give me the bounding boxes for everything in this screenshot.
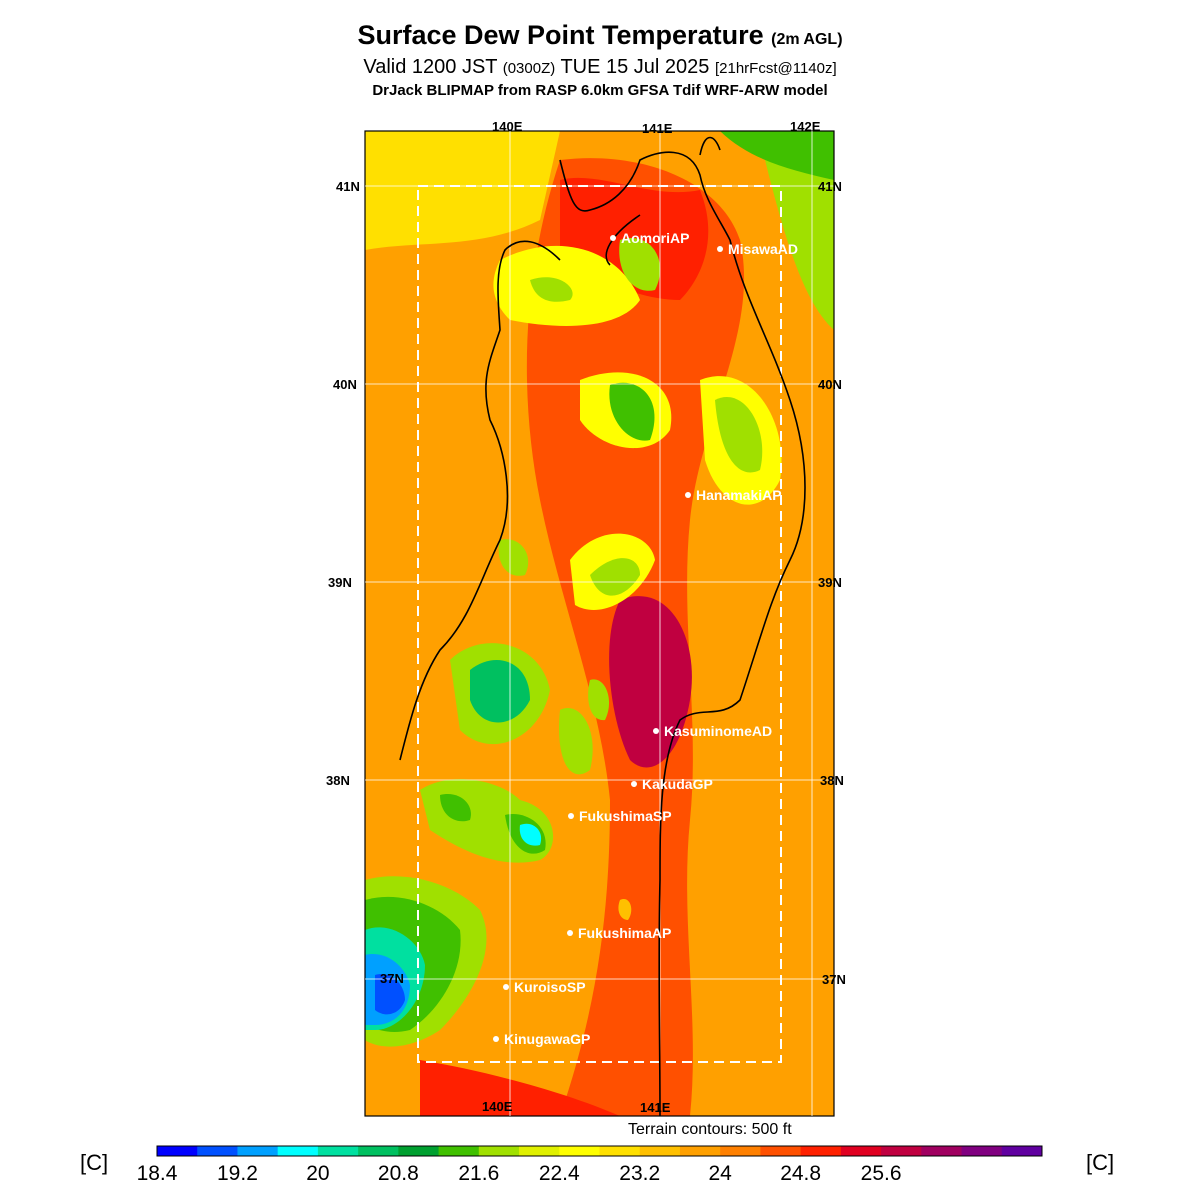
lat-label-39n-left: 39N xyxy=(328,575,352,590)
colorbar-tick-label: 25.6 xyxy=(861,1162,902,1185)
colorbar-swatch xyxy=(237,1146,279,1156)
terrain-contour-note: Terrain contours: 500 ft xyxy=(628,1121,792,1138)
station-label: KuroisoSP xyxy=(514,979,586,995)
chart-title: Surface Dew Point Temperature (2m AGL) xyxy=(0,20,1200,51)
colorbar-swatch xyxy=(317,1146,359,1156)
lat-label-39n-right: 39N xyxy=(818,575,842,590)
map-frame xyxy=(364,130,835,1117)
lat-labels-left: 41N 40N 39N 38N 37N xyxy=(326,179,404,986)
station-label: HanamakiAP xyxy=(696,487,782,503)
title-qualifier: (2m AGL) xyxy=(771,31,843,48)
station-label: AomoriAP xyxy=(621,230,689,246)
colorbar-swatch xyxy=(840,1146,882,1156)
station-label: KinugawaGP xyxy=(504,1031,590,1047)
station-label: FukushimaSP xyxy=(579,808,672,824)
dewpoint-field xyxy=(365,131,834,1116)
colorbar-swatch xyxy=(1001,1146,1043,1156)
model-line: DrJack BLIPMAP from RASP 6.0km GFSA Tdif… xyxy=(372,82,828,99)
lat-label-40n-right: 40N xyxy=(818,377,842,392)
valid-date: TUE 15 Jul 2025 xyxy=(560,56,710,78)
lon-label-141e-top: 141E xyxy=(642,121,673,136)
lon-label-141e-bottom: 141E xyxy=(640,1100,671,1115)
colorbar-swatch xyxy=(760,1146,802,1156)
station-marker xyxy=(631,781,637,787)
station-label: FukushimaAP xyxy=(578,925,671,941)
coastline xyxy=(399,136,806,1117)
lon-label-140e-top: 140E xyxy=(492,119,523,134)
station-label: KasuminomeAD xyxy=(664,723,772,739)
colorbar-swatch xyxy=(559,1146,600,1156)
colorbar-swatch xyxy=(800,1146,842,1156)
valid-time-line: Valid 1200 JST (0300Z) TUE 15 Jul 2025 [… xyxy=(0,56,1200,79)
colorbar-swatch xyxy=(639,1146,681,1156)
colorbar-swatch xyxy=(398,1146,440,1156)
lat-labels-right: 41N 40N 39N 38N 37N xyxy=(818,179,846,987)
valid-utc: (0300Z) xyxy=(502,60,556,77)
valid-prefix: Valid 1200 JST xyxy=(363,56,498,78)
colorbar-frame xyxy=(156,1145,1043,1157)
inner-domain-box xyxy=(417,185,782,1063)
station-marker xyxy=(653,728,659,734)
colorbar-tick-label: 20 xyxy=(306,1162,329,1185)
colorbar-swatch xyxy=(277,1146,319,1156)
station-label: KakudaGP xyxy=(642,776,713,792)
colorbar-tick-label: 22.4 xyxy=(539,1162,580,1185)
lon-labels-bottom: 140E 141E xyxy=(482,1099,671,1115)
colorbar-swatch xyxy=(921,1146,963,1156)
station-label: MisawaAD xyxy=(728,241,798,257)
colorbar-tick-label: 21.6 xyxy=(458,1162,499,1185)
colorbar-swatch xyxy=(961,1146,1003,1156)
lat-label-38n-left: 38N xyxy=(326,773,350,788)
colorbar-tick-label: 18.4 xyxy=(137,1162,178,1185)
colorbar-swatch xyxy=(478,1146,520,1156)
lon-label-142e-top: 142E xyxy=(790,119,821,134)
colorbar-swatch xyxy=(358,1146,399,1156)
lat-label-40n-left: 40N xyxy=(333,377,357,392)
station-marker xyxy=(503,984,509,990)
lat-label-41n-left: 41N xyxy=(336,179,360,194)
station-marker xyxy=(717,246,723,252)
lon-label-140e-bottom: 140E xyxy=(482,1099,513,1114)
colorbar-swatch xyxy=(679,1146,721,1156)
colorbar: 18.4 19.2 20 20.8 21.6 22.4 23.2 24 24.8 25.6 xyxy=(137,1145,1043,1185)
colorbar-swatch xyxy=(157,1146,198,1156)
colorbar-tick-label: 19.2 xyxy=(217,1162,258,1185)
lon-labels-top: 140E 141E 142E xyxy=(492,119,821,136)
colorbar-swatch xyxy=(720,1146,761,1156)
colorbar-tick-label: 23.2 xyxy=(619,1162,660,1185)
station-marker xyxy=(685,492,691,498)
lat-label-37n-left: 37N xyxy=(380,971,404,986)
station-marker xyxy=(610,235,616,241)
colorbar-tick-label: 20.8 xyxy=(378,1162,419,1185)
forecast-info: [21hrFcst@1140z] xyxy=(714,60,837,77)
colorbar-swatch xyxy=(599,1146,641,1156)
colorbar-swatch xyxy=(881,1146,922,1156)
colorbar-swatch xyxy=(438,1146,480,1156)
lat-label-38n-right: 38N xyxy=(820,773,844,788)
station-marker xyxy=(567,930,573,936)
stations: AomoriAP MisawaAD HanamakiAP KasuminomeA… xyxy=(493,230,798,1047)
colorbar-tick-label: 24 xyxy=(709,1162,733,1185)
station-marker xyxy=(493,1036,499,1042)
lat-label-41n-right: 41N xyxy=(818,179,842,194)
colorbar-swatch xyxy=(197,1146,238,1156)
lat-label-37n-right: 37N xyxy=(822,972,846,987)
colorbar-tick-label: 24.8 xyxy=(780,1162,821,1185)
colorbar-swatch xyxy=(519,1146,560,1156)
colorbar-unit-right: [C] xyxy=(1086,1150,1115,1175)
station-marker xyxy=(568,813,574,819)
colorbar-unit-left: [C] xyxy=(80,1150,109,1175)
title-main: Surface Dew Point Temperature xyxy=(357,20,764,50)
